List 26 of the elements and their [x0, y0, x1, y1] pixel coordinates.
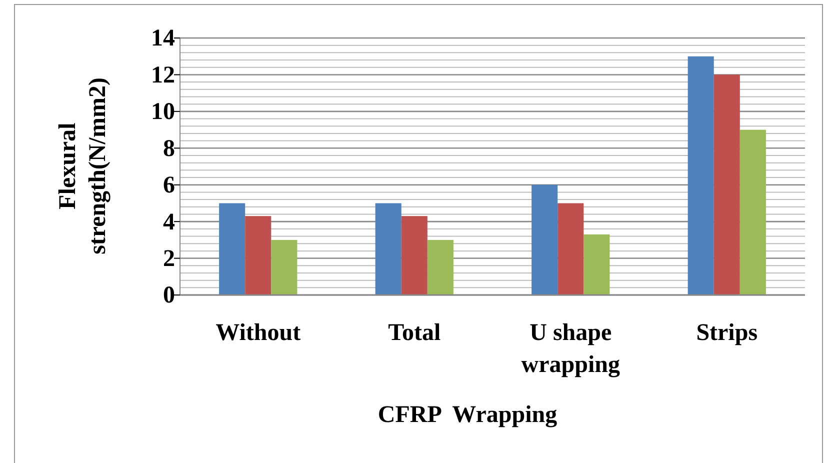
y-tick-label: 0 — [163, 282, 175, 309]
bar — [740, 130, 766, 295]
bar — [714, 74, 740, 295]
y-tick-label: 14 — [151, 26, 175, 52]
x-axis-title: CFRP Wrapping — [378, 402, 558, 428]
x-tick-label: Total — [388, 320, 441, 346]
bar — [271, 240, 298, 295]
bar — [427, 240, 454, 295]
bar — [532, 184, 558, 295]
x-tick-label: U shape wrapping — [521, 320, 620, 378]
bar — [584, 234, 610, 295]
y-axis-title: Flexural strength(N/mm2) — [55, 78, 111, 254]
bar — [401, 216, 428, 295]
bar — [245, 216, 272, 295]
y-tick-label: 8 — [163, 136, 175, 162]
y-tick-label: 10 — [151, 99, 175, 126]
y-tick-label: 6 — [163, 172, 175, 199]
x-tick-label: Without — [216, 320, 301, 346]
x-tick-label: Strips — [696, 320, 758, 346]
bar — [219, 203, 246, 295]
y-tick-label: 4 — [163, 209, 175, 236]
bar — [558, 203, 584, 295]
y-tick-label: 12 — [151, 62, 175, 88]
bar — [375, 203, 402, 295]
y-tick-label: 2 — [163, 246, 175, 272]
bar — [688, 56, 714, 295]
